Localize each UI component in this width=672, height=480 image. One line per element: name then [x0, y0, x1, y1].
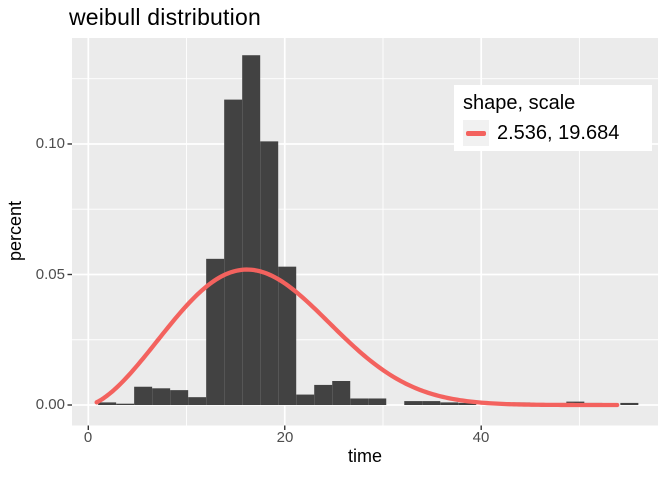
x-tick-label-0: 0 [83, 429, 93, 446]
histogram-bar [620, 402, 639, 406]
x-axis-title: time [347, 446, 382, 466]
histogram-bar [278, 266, 297, 406]
legend-key-swatch [463, 120, 489, 146]
y-tick-label-005: 0.05 [35, 266, 65, 283]
x-tick-label-40: 40 [472, 429, 490, 446]
legend-entry: 2.536, 19.684 [463, 120, 652, 146]
histogram-bar [188, 397, 207, 406]
legend-title: shape, scale [463, 92, 576, 114]
histogram-bar [458, 402, 477, 406]
legend-entry-label: 2.536, 19.684 [497, 122, 620, 144]
histogram-bar [224, 99, 243, 406]
y-tick-label-010: 0.10 [35, 135, 65, 152]
histogram-bar [98, 402, 117, 406]
histogram-bar [116, 403, 135, 406]
histogram-bar [440, 402, 459, 406]
histogram-bar [314, 384, 333, 406]
legend-box: shape, scale 2.536, 19.684 [454, 85, 652, 151]
histogram-bar [368, 398, 387, 406]
red-line-icon [466, 131, 486, 136]
weibull-density-curve [94, 267, 620, 408]
plot-title: weibull distribution [69, 4, 261, 30]
x-tick-label-20: 20 [276, 429, 294, 446]
histogram-bar [206, 258, 225, 406]
histogram-bar [242, 55, 261, 406]
y-tick-label-000: 0.00 [35, 396, 65, 413]
histogram-bar [404, 401, 423, 406]
histogram-bar [422, 401, 441, 406]
histogram-bar [332, 380, 351, 406]
histogram-bar [134, 386, 153, 406]
histogram-bar [152, 388, 171, 406]
histogram-bar [296, 394, 315, 406]
histogram-bar [170, 390, 189, 406]
y-axis-title: percent [5, 200, 25, 262]
histogram-bar [350, 398, 369, 406]
